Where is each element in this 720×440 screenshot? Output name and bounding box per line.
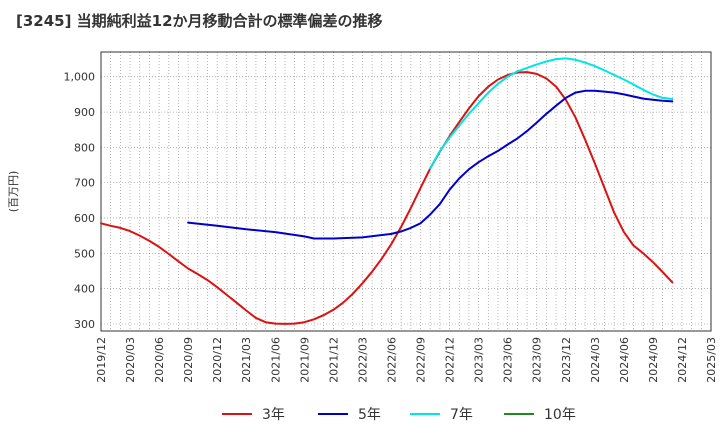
- x-tick-label: 2024/06: [618, 337, 631, 383]
- series-line-0: [100, 71, 674, 325]
- axis-layer: 300 400 500 600 700 800 900 1,000 2019/12 2020/03…: [7, 51, 718, 383]
- y-tick-label: 900: [74, 106, 95, 119]
- chart-title: [3245] 当期純利益12か月移動合計の標準偏差の推移: [16, 12, 383, 30]
- y-tick-label: 500: [74, 247, 95, 260]
- series-line-2: [429, 57, 674, 170]
- legend-label-1: 5年: [358, 407, 381, 423]
- y-tick-label: 400: [74, 283, 95, 296]
- x-tick-label: 2022/06: [385, 337, 398, 383]
- y-tick-label: 1,000: [64, 71, 96, 84]
- x-tick-label: 2022/12: [444, 337, 457, 383]
- x-tick-label: 2023/03: [473, 337, 486, 383]
- x-tick-label: 2021/06: [269, 337, 282, 383]
- x-tick-label: 2020/06: [153, 337, 166, 383]
- series-line-1: [187, 89, 674, 240]
- x-tick-label: 2022/09: [415, 337, 428, 383]
- legend-label-2: 7年: [450, 407, 473, 423]
- x-tick-label: 2025/03: [705, 337, 718, 383]
- x-tick-label: 2024/12: [676, 337, 689, 383]
- legend-layer: 3年 5年 7年 10年: [222, 407, 576, 423]
- y-axis-label: (百万円): [7, 171, 20, 213]
- x-tick-label: 2024/03: [589, 337, 602, 383]
- x-tick-label: 2021/03: [240, 337, 253, 383]
- x-tick-label: 2020/03: [124, 337, 137, 383]
- x-tick-label: 2023/12: [560, 337, 573, 383]
- x-tick-label: 2021/09: [298, 337, 311, 383]
- series-layer: [100, 57, 674, 325]
- x-tick-label: 2020/12: [211, 337, 224, 383]
- x-tick-label: 2022/03: [356, 337, 369, 383]
- plot-frame: [100, 51, 712, 332]
- x-tick-label: 2023/09: [531, 337, 544, 383]
- legend-label-3: 10年: [544, 407, 576, 423]
- y-tick-label: 700: [74, 177, 95, 190]
- x-tick-label: 2023/06: [502, 337, 515, 383]
- y-tick-label: 600: [74, 212, 95, 225]
- x-tick-label: 2024/09: [647, 337, 660, 383]
- x-tick-label: 2019/12: [95, 337, 108, 383]
- x-tick-label: 2020/09: [182, 337, 195, 383]
- y-tick-label: 800: [74, 141, 95, 154]
- x-tick-label: 2021/12: [327, 337, 340, 383]
- y-tick-label: 300: [74, 318, 95, 331]
- legend-label-0: 3年: [262, 407, 285, 423]
